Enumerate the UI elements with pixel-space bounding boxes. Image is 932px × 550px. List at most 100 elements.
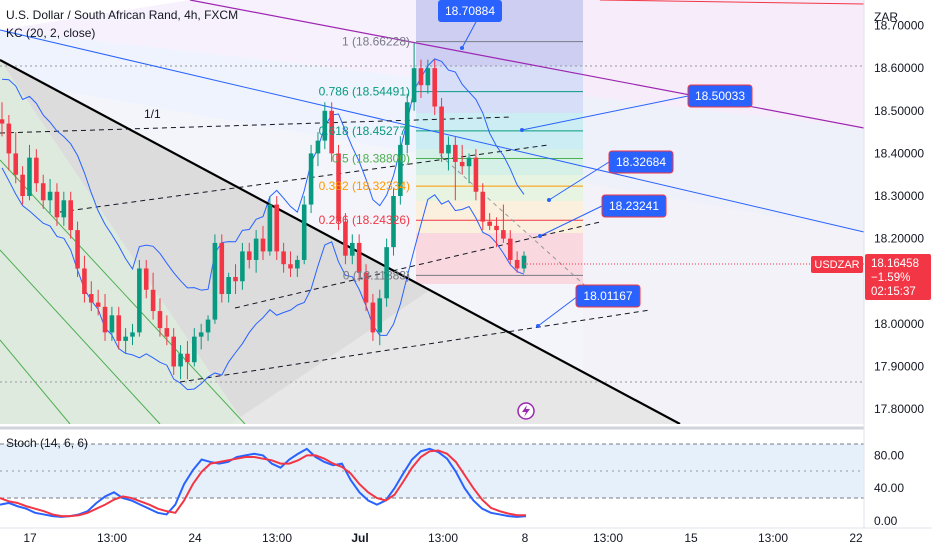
price-tick-label: 17.90000	[874, 359, 924, 373]
candle	[198, 323, 204, 350]
candle	[418, 59, 424, 99]
callout-connector-3	[548, 161, 610, 201]
candle	[494, 217, 499, 248]
candle	[370, 294, 376, 341]
bar-countdown: 02:15:37	[871, 286, 916, 298]
candle	[391, 187, 396, 256]
drawing-layer	[0, 0, 864, 424]
time-tick-label: 13:00	[97, 531, 127, 545]
fib-zone-4	[416, 175, 583, 201]
candle	[274, 196, 280, 260]
fib-level-label: 1 (18.66228)	[342, 35, 410, 49]
candle	[501, 204, 506, 243]
candle	[253, 230, 259, 273]
candle	[61, 191, 67, 226]
candle	[185, 340, 190, 380]
callout-connector-4	[539, 205, 603, 237]
candle	[507, 230, 513, 265]
lightning-icon[interactable]	[517, 402, 535, 420]
candle	[95, 289, 101, 316]
candle	[27, 144, 32, 201]
callout-anchor-1	[460, 46, 464, 50]
candle	[480, 183, 486, 231]
candle	[143, 259, 149, 299]
fib-level-label: 0.382 (18.32334)	[319, 179, 410, 193]
callout-2-box[interactable]	[687, 84, 753, 108]
callout-1-box[interactable]	[438, 0, 502, 22]
candle	[178, 345, 183, 380]
pitch-channel-top	[0, 116, 513, 134]
time-tick-label: 24	[188, 531, 202, 545]
candle	[6, 115, 12, 171]
time-tick-label: 13:00	[593, 531, 623, 545]
price-tick-label: 18.20000	[874, 232, 924, 246]
chart-title: U.S. Dollar / South African Rand, 4h, FX…	[6, 8, 239, 22]
candle	[226, 272, 231, 303]
stoch-legend[interactable]: Stoch (14, 6, 6)	[6, 436, 89, 450]
candle	[398, 136, 403, 205]
currency-label[interactable]: ZAR	[874, 10, 898, 24]
time-axis[interactable]: 17 13:00 24 13:00 Jul 13:00 8 13:00 15 13:00 22	[0, 527, 932, 550]
candle	[240, 242, 245, 290]
callout-anchor-3	[547, 198, 551, 202]
candle	[116, 306, 122, 350]
fib-zone-1	[416, 66, 583, 113]
price-tick-label: 18.00000	[874, 317, 924, 331]
candle	[88, 281, 94, 312]
candle	[384, 238, 389, 307]
candle	[20, 166, 25, 205]
fib-level-label: 0.786 (18.54491)	[319, 85, 410, 99]
price-callouts: 18.70884 18.50033 18.32684 18.23241 18.0…	[438, 0, 753, 308]
trend-line	[0, 59, 681, 424]
candle	[466, 153, 472, 184]
candle	[130, 323, 135, 346]
indicator-legend[interactable]: KC (20, 2, close)	[6, 26, 96, 40]
candle	[363, 264, 369, 312]
callout-connector-1	[461, 21, 477, 49]
current-price-value: 18.16458	[871, 258, 919, 270]
candle	[521, 251, 527, 273]
callout-anchor-5	[536, 324, 540, 328]
price-tick-label: 18.40000	[874, 146, 924, 160]
stoch-tick-label: 40.00	[874, 481, 904, 495]
regression-line-top-edge	[599, 0, 864, 5]
callout-5-box[interactable]	[575, 284, 641, 308]
candle	[432, 59, 438, 116]
fib-level-label: 0.236 (18.24326)	[319, 213, 410, 227]
candle	[75, 221, 80, 277]
candle	[404, 93, 410, 154]
candle	[164, 315, 170, 346]
symbol-tag: USDZAR	[814, 259, 859, 271]
candle	[267, 196, 273, 256]
callout-3-label: 18.32684	[616, 155, 666, 169]
callout-connector-5	[537, 295, 579, 327]
time-tick-label: 13:00	[758, 531, 788, 545]
candle	[329, 102, 334, 162]
callout-4-label: 18.23241	[609, 199, 659, 213]
candle	[425, 59, 431, 94]
candle	[349, 234, 355, 265]
stoch-k-line	[0, 447, 527, 518]
candle	[336, 144, 341, 231]
candle	[192, 328, 197, 367]
current-price-tag[interactable]: USDZAR 18.16458 −1.59% 02:15:37	[524, 254, 931, 300]
callout-4-box[interactable]	[601, 194, 667, 218]
callout-3-box[interactable]	[608, 150, 674, 174]
price-tick-label: 18.50000	[874, 104, 924, 118]
candle	[439, 98, 444, 162]
candle	[295, 255, 300, 277]
fib-level-label: 0.618 (18.45277)	[319, 124, 410, 138]
callout-2-label: 18.50033	[695, 89, 745, 103]
time-tick-label: 15	[684, 531, 698, 545]
price-tick-label: 18.30000	[874, 189, 924, 203]
pitch-channel-bottom	[179, 309, 651, 383]
price-tick-label: 17.80000	[874, 402, 924, 416]
candle	[473, 149, 479, 201]
candle	[150, 272, 156, 320]
fan-ratio-label: 1/1	[144, 107, 161, 121]
candle	[514, 251, 520, 273]
candle	[137, 259, 142, 337]
candle	[411, 42, 417, 111]
fan-line-2	[0, 249, 161, 424]
